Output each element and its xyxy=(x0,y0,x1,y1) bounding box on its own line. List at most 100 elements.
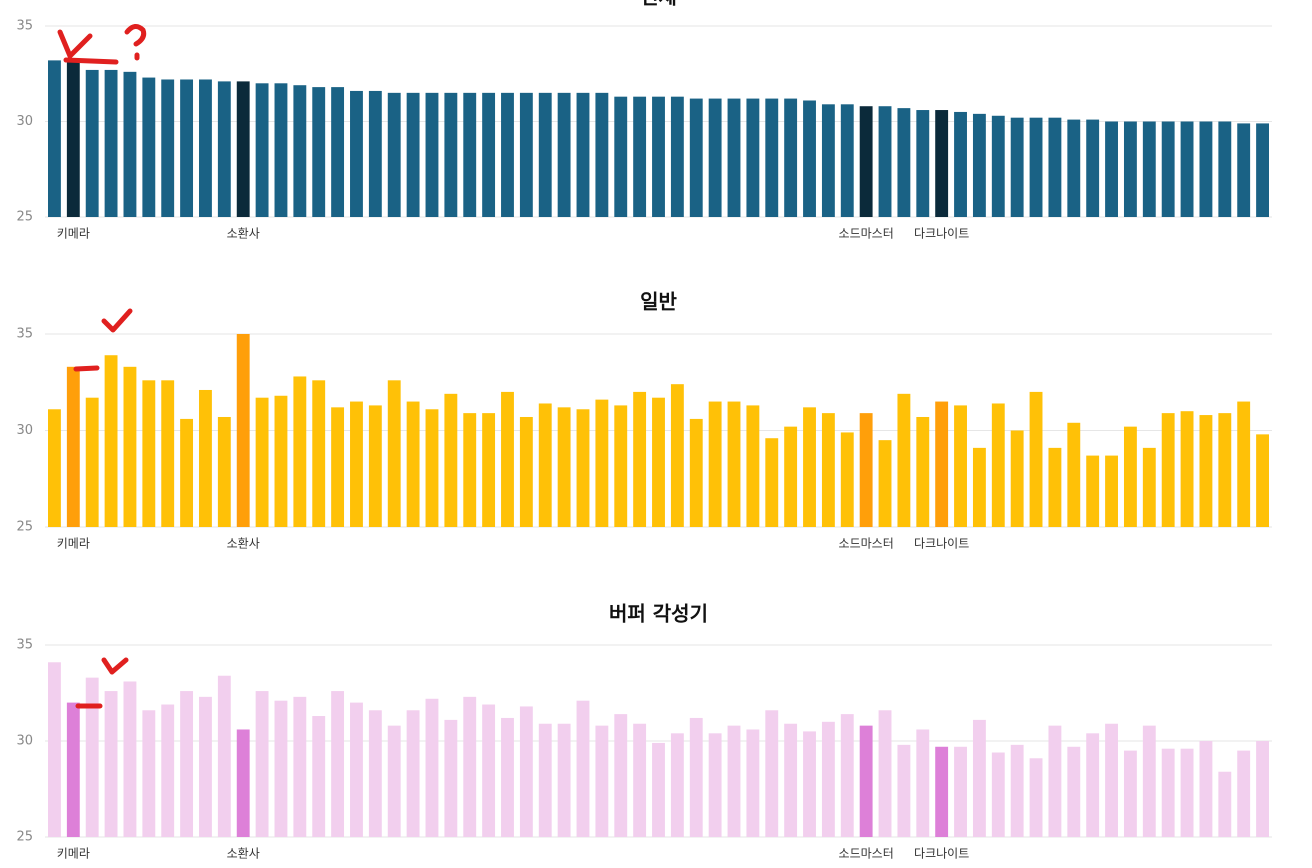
bar xyxy=(916,416,930,527)
bar xyxy=(991,403,1005,527)
bar xyxy=(331,691,345,837)
bar xyxy=(991,752,1005,837)
chart-title: 버퍼 각성기 xyxy=(609,602,708,626)
bar xyxy=(312,380,326,527)
bar xyxy=(1256,741,1269,837)
bar xyxy=(1105,455,1118,527)
bar xyxy=(161,79,175,217)
bar xyxy=(425,409,439,527)
bar xyxy=(1180,121,1194,217)
bar xyxy=(180,79,194,217)
annotation-check xyxy=(57,29,119,65)
bar xyxy=(935,746,949,837)
bar xyxy=(1123,426,1137,527)
bar xyxy=(840,104,854,217)
bar xyxy=(652,397,665,527)
bar xyxy=(199,79,212,217)
bar xyxy=(425,698,439,837)
bar xyxy=(217,81,231,217)
bar xyxy=(387,380,401,527)
bar xyxy=(727,401,741,527)
bar xyxy=(161,380,175,527)
y-tick-label: 35 xyxy=(16,19,33,34)
bar xyxy=(576,409,590,527)
bar xyxy=(727,725,741,837)
bar xyxy=(576,700,590,837)
bar xyxy=(708,733,722,837)
bar xyxy=(1010,744,1024,837)
bar xyxy=(1067,119,1081,217)
bar xyxy=(161,704,175,837)
bar xyxy=(991,115,1005,217)
bar xyxy=(670,96,684,217)
bar xyxy=(1048,725,1062,837)
x-tick-label: 소환사 xyxy=(227,537,260,551)
bar xyxy=(670,384,684,527)
y-tick-label: 25 xyxy=(16,210,33,225)
y-tick-label: 35 xyxy=(16,327,33,342)
bar xyxy=(633,723,647,837)
bar xyxy=(350,702,363,837)
bar xyxy=(746,729,760,837)
bar xyxy=(538,92,552,217)
bar xyxy=(614,714,628,837)
bar xyxy=(350,90,363,217)
bar xyxy=(652,96,665,217)
bar xyxy=(1218,771,1232,837)
bar xyxy=(1086,455,1100,527)
annotation-question xyxy=(124,24,147,61)
bar xyxy=(1256,123,1269,217)
annotations xyxy=(57,24,147,709)
bar xyxy=(236,334,250,527)
bar xyxy=(878,440,892,527)
bar xyxy=(312,87,326,218)
bar xyxy=(444,719,458,837)
bar xyxy=(180,418,194,527)
bar xyxy=(444,92,458,217)
bar xyxy=(66,60,80,217)
bar xyxy=(538,723,552,837)
x-tick-label: 소환사 xyxy=(227,847,260,861)
x-tick-label: 키메라 xyxy=(57,537,90,551)
bar xyxy=(48,60,61,217)
bar xyxy=(387,725,401,837)
bar xyxy=(1029,117,1043,217)
bar xyxy=(897,744,911,837)
bar xyxy=(1029,758,1043,837)
bar xyxy=(784,98,798,217)
bar xyxy=(1123,121,1137,217)
bar xyxy=(972,447,986,527)
bar xyxy=(66,366,80,527)
bar xyxy=(803,407,816,527)
bar xyxy=(765,98,779,217)
bar xyxy=(255,83,269,217)
bar xyxy=(765,710,779,837)
bar xyxy=(1161,748,1175,837)
bar xyxy=(236,729,250,837)
bar xyxy=(1105,121,1118,217)
bar xyxy=(350,401,363,527)
bar xyxy=(293,376,307,527)
bar xyxy=(557,407,571,527)
bar xyxy=(595,92,609,217)
bar xyxy=(85,677,99,837)
bar xyxy=(1067,746,1081,837)
bar xyxy=(1010,430,1024,527)
bar xyxy=(1086,733,1100,837)
bar xyxy=(633,391,647,527)
bar xyxy=(463,92,477,217)
bar xyxy=(689,418,703,527)
bar xyxy=(954,405,967,527)
bar xyxy=(331,87,345,218)
y-tick-label: 30 xyxy=(16,734,33,749)
bar xyxy=(1161,413,1175,527)
bar xyxy=(1180,748,1194,837)
bar xyxy=(557,92,571,217)
bar xyxy=(935,110,949,217)
bar xyxy=(972,719,986,837)
bar xyxy=(406,92,420,217)
y-tick-label: 30 xyxy=(16,423,33,438)
bar xyxy=(1048,117,1062,217)
x-tick-label: 키메라 xyxy=(57,847,90,861)
bar xyxy=(1237,750,1251,837)
